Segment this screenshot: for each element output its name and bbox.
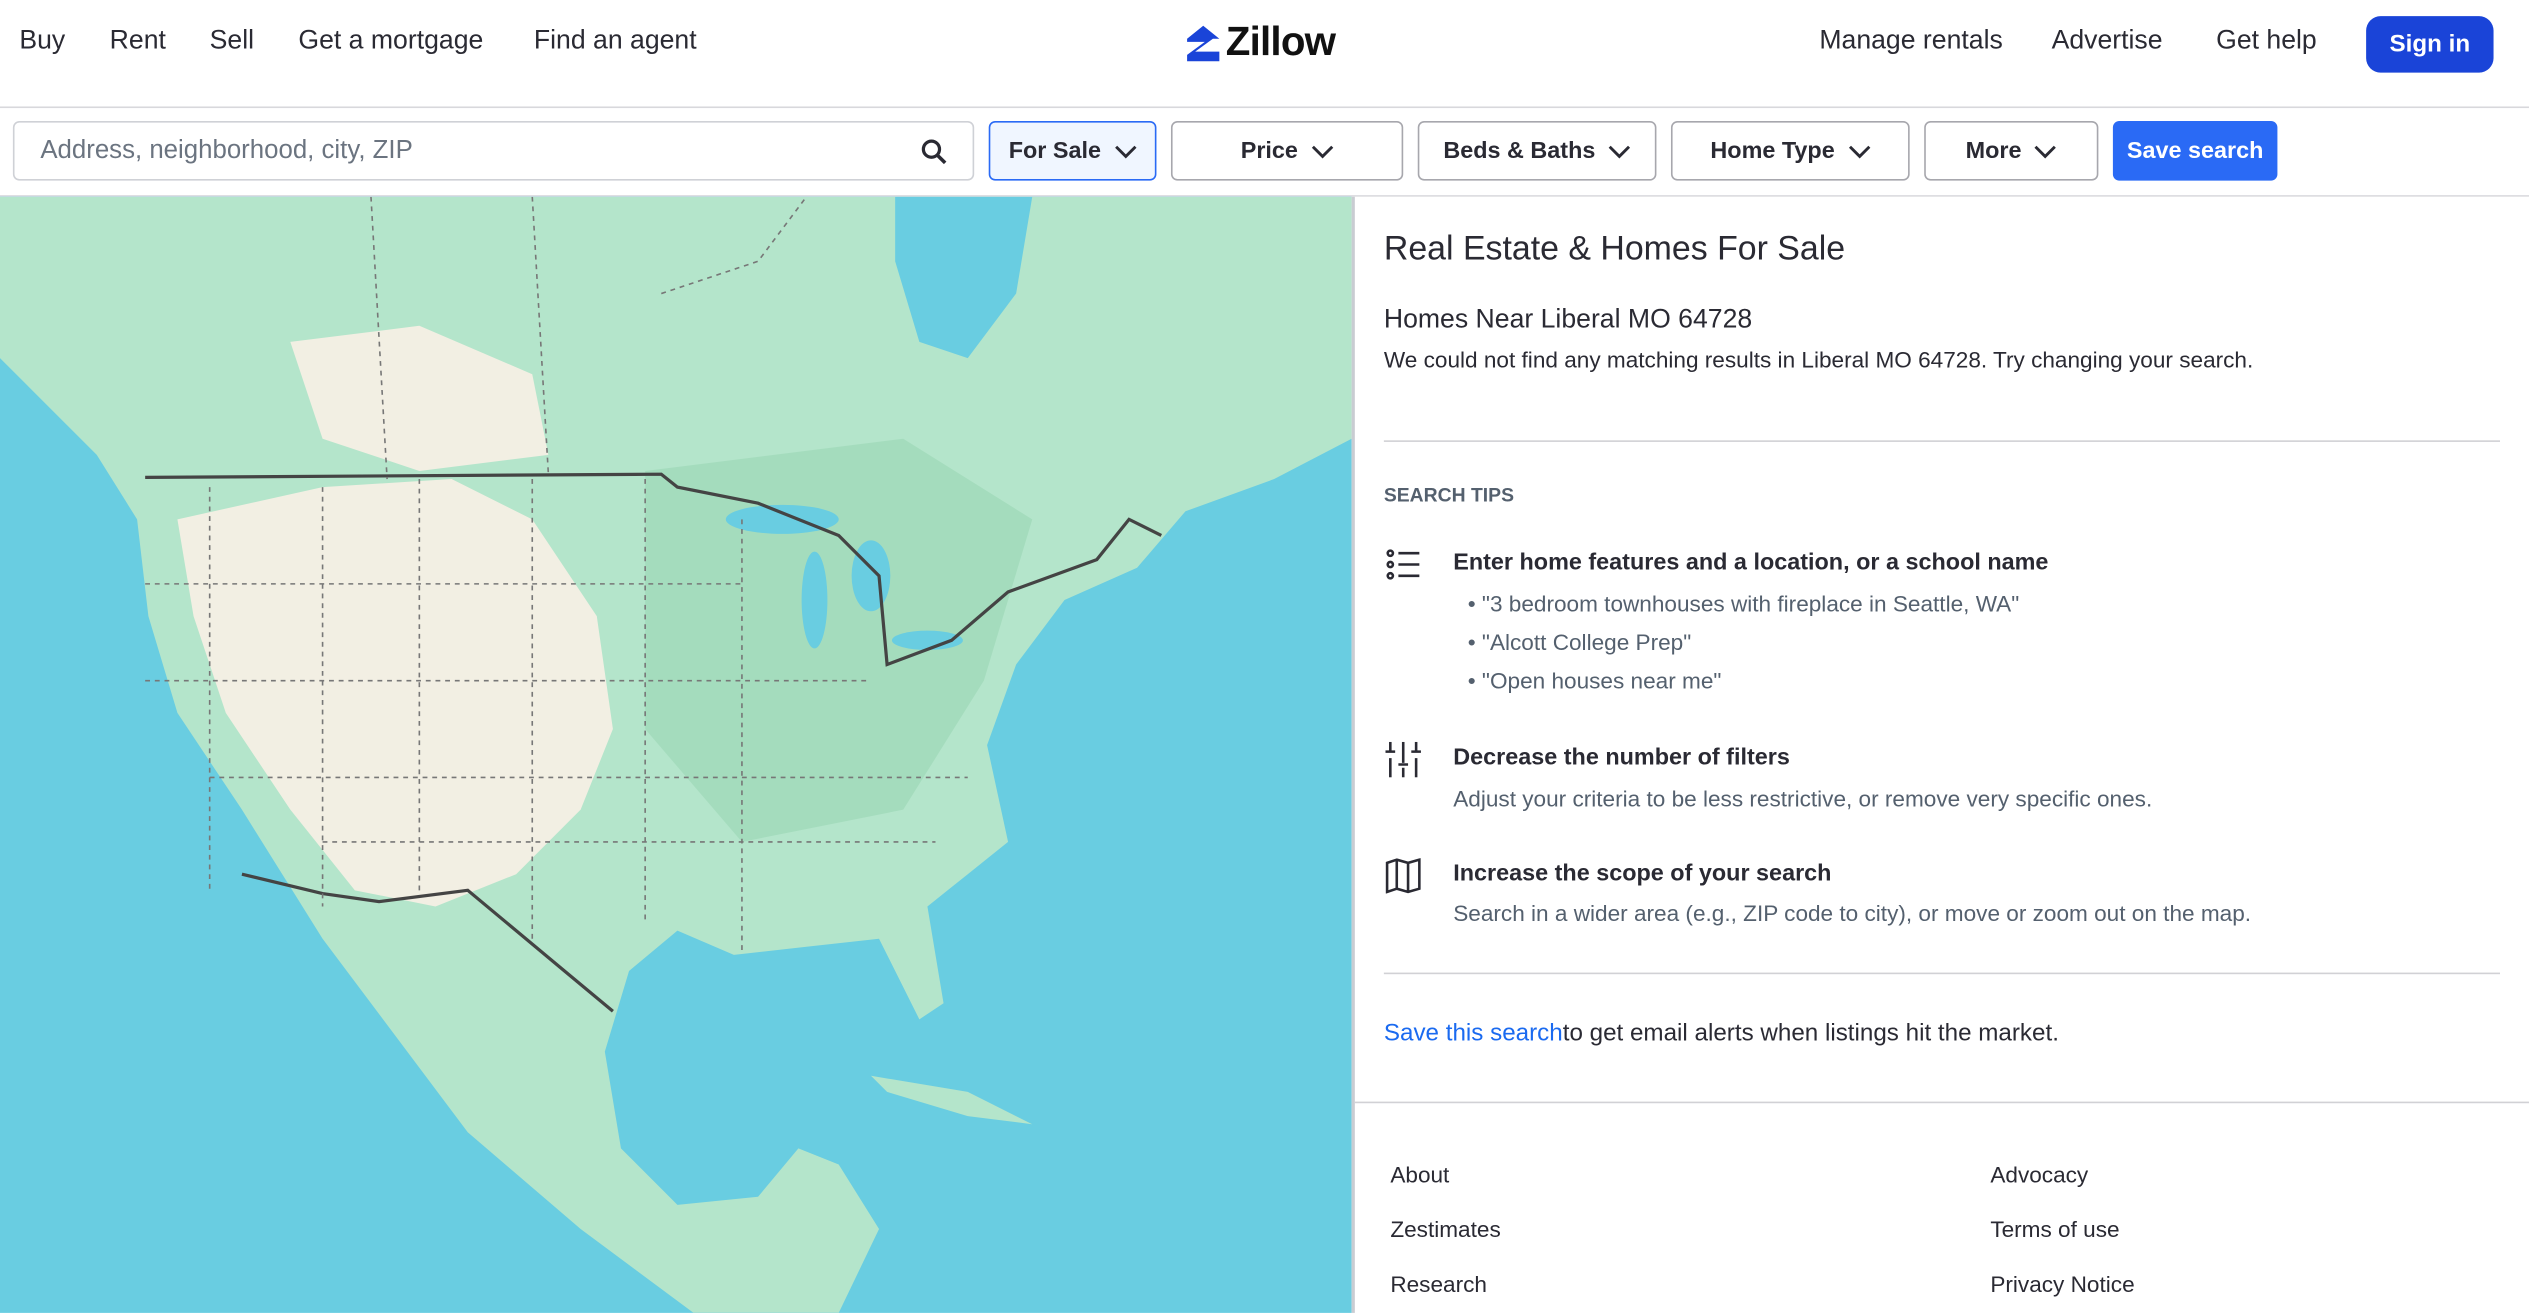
results-panel: Real Estate & Homes For Sale Homes Near … (1351, 196, 2529, 1313)
nav-buy[interactable]: Buy (19, 25, 66, 55)
tip-example-text: "Alcott College Prep" (1481, 629, 1692, 655)
chevron-down-icon (1311, 144, 1333, 158)
nav-manage-rentals[interactable]: Manage rentals (1819, 25, 2003, 55)
nav-sell[interactable]: Sell (209, 25, 255, 55)
footer-link-research[interactable]: Research (1390, 1270, 1487, 1297)
cuba (870, 1075, 1033, 1125)
footer-link-about[interactable]: About (1390, 1161, 1450, 1188)
filter-price[interactable]: Price (1170, 120, 1404, 181)
tip-title: Enter home features and a location, or a… (1453, 549, 2049, 576)
hudson-bay (895, 196, 1033, 359)
save-this-search-link[interactable]: Save this search (1383, 1019, 1563, 1047)
save-search-text: to get email alerts when listings hit th… (1562, 1019, 2059, 1047)
list-icon (1386, 549, 1420, 580)
search-tips-heading: SEARCH TIPS (1383, 483, 1515, 507)
filter-label: More (1965, 137, 2022, 164)
map-canvas[interactable] (0, 196, 1352, 1313)
chevron-down-icon (1848, 144, 1870, 158)
nav-advertise[interactable]: Advertise (2051, 25, 2163, 55)
footer-link-zestimates[interactable]: Zestimates (1390, 1216, 1501, 1242)
filter-label: For Sale (1008, 137, 1101, 164)
tip-text: Adjust your criteria to be less restrict… (1453, 785, 2153, 812)
search-placeholder: Address, neighborhood, city, ZIP (40, 136, 413, 164)
lake-superior (725, 504, 839, 534)
filter-more[interactable]: More (1924, 120, 2099, 181)
page-title: Real Estate & Homes For Sale (1383, 230, 1846, 268)
zillow-logo-icon (1187, 24, 1220, 61)
lake-erie (891, 630, 963, 650)
chevron-down-icon (2034, 144, 2057, 158)
search-icon[interactable] (921, 138, 947, 164)
us-canada-border (145, 472, 1163, 667)
lake-michigan (801, 551, 828, 649)
divider (1383, 440, 2500, 442)
tip-text: Search in a wider area (e.g., ZIP code t… (1453, 899, 2252, 926)
map[interactable] (0, 196, 1352, 1313)
save-search-button[interactable]: Save search (2112, 120, 2278, 181)
header-divider (0, 106, 2529, 109)
tip-example-text: "3 bedroom townhouses with fireplace in … (1481, 590, 2020, 617)
nav-find-an-agent[interactable]: Find an agent (533, 25, 697, 55)
no-results-message: We could not find any matching results i… (1383, 346, 2254, 373)
footer-link-advocacy[interactable]: Advocacy (1990, 1161, 2089, 1188)
divider (1383, 972, 2500, 975)
chevron-down-icon (1114, 144, 1136, 158)
land-beige-north (290, 325, 549, 471)
nav-get-a-mortgage[interactable]: Get a mortgage (298, 25, 484, 55)
lake-huron (851, 540, 891, 612)
sliders-icon (1385, 741, 1421, 778)
filter-label: Beds & Baths (1443, 137, 1596, 164)
nav-rent[interactable]: Rent (109, 25, 166, 55)
chevron-down-icon (1608, 144, 1631, 158)
footer-link-privacy-notice[interactable]: Privacy Notice (1990, 1270, 2135, 1297)
footer-divider (1354, 1101, 2529, 1104)
land-beige-west (177, 479, 613, 907)
filter-label: Price (1240, 137, 1298, 164)
map-icon (1385, 858, 1421, 894)
tip-title: Decrease the number of filters (1453, 745, 1790, 771)
search-row-divider (0, 195, 2529, 197)
tip-example-text: "Open houses near me" (1481, 667, 1722, 694)
results-subtitle: Homes Near Liberal MO 64728 (1383, 304, 1753, 334)
sign-in-button[interactable]: Sign in (2366, 16, 2494, 73)
footer-link-terms-of-use[interactable]: Terms of use (1990, 1216, 2120, 1242)
logo-text: Zillow (1225, 19, 1336, 65)
filter-beds-baths[interactable]: Beds & Baths (1417, 120, 1657, 181)
zillow-logo[interactable]: Zillow (1185, 19, 1336, 66)
nav-get-help[interactable]: Get help (2216, 25, 2317, 55)
tip-title: Increase the scope of your search (1453, 861, 1832, 888)
tip-example: • "Open houses near me" (1467, 667, 1722, 694)
filter-home-type[interactable]: Home Type (1670, 120, 1910, 181)
search-input[interactable]: Address, neighborhood, city, ZIP (12, 120, 975, 181)
save-search-prompt: Save this searchto get email alerts when… (1384, 1019, 2059, 1046)
tip-example: • "Alcott College Prep" (1467, 629, 1692, 655)
state-borders (145, 196, 968, 955)
filter-for-sale[interactable]: For Sale (988, 120, 1157, 181)
tip-example: • "3 bedroom townhouses with fireplace i… (1467, 590, 2020, 617)
filter-label: Home Type (1710, 137, 1835, 164)
